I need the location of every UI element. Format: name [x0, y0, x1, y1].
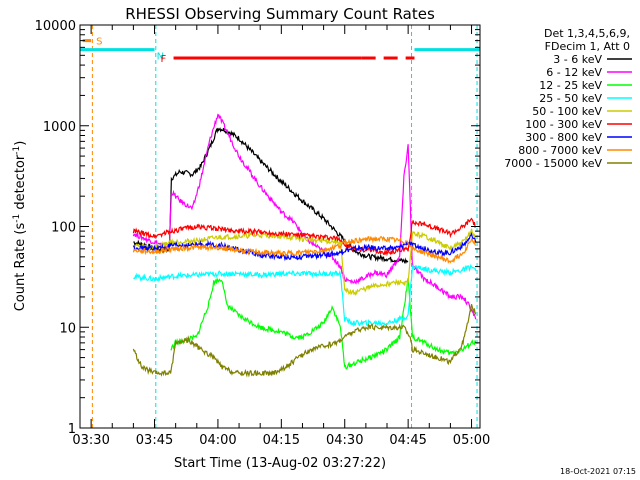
plot-area: S NF — [80, 25, 480, 428]
legend-header-0: Det 1,3,4,5,6,9, — [544, 27, 630, 40]
y-label-end: ) — [13, 141, 28, 146]
series-line-2 — [170, 277, 477, 370]
x-tick-label-0: 03:30 — [72, 433, 109, 448]
y-label-sup1: -1 — [12, 214, 22, 223]
series-line-6 — [132, 232, 477, 262]
legend-header-1: FDecim 1, Att 0 — [545, 40, 630, 53]
legend-label-0: 3 - 6 keV — [553, 53, 602, 66]
x-tick-label-1: 03:45 — [136, 433, 173, 448]
x-tick-label-2: 04:00 — [199, 433, 236, 448]
x-tick-label-3: 04:15 — [263, 433, 300, 448]
series-line-1 — [132, 113, 477, 320]
series-line-5 — [132, 217, 477, 257]
chart-title: RHESSI Observing Summary Count Rates — [125, 5, 435, 23]
flag-label-2: F — [161, 54, 167, 65]
y-tick-label-0: 1 — [68, 422, 76, 437]
series-line-7 — [132, 235, 477, 264]
axes: 1 10 100 1000 10000 03:30 03:45 04:00 04:15 04:30… — [35, 19, 491, 448]
x-tick-label-6: 05:00 — [453, 433, 490, 448]
y-label-sup2: -1 — [12, 146, 22, 155]
legend-label-4: 50 - 100 keV — [532, 105, 602, 118]
y-label-main: Count Rate (s — [13, 223, 28, 312]
series-line-8 — [132, 304, 477, 378]
x-tick-label-4: 04:30 — [326, 433, 363, 448]
legend-label-7: 800 - 7000 keV — [518, 144, 602, 157]
legend-label-2: 12 - 25 keV — [539, 79, 602, 92]
y-tick-label-3: 1000 — [43, 120, 76, 135]
plot-frame — [79, 24, 481, 429]
series-line-3 — [133, 263, 477, 328]
legend-label-8: 7000 - 15000 keV — [504, 157, 602, 170]
y-tick-label-2: 100 — [51, 221, 76, 236]
series-line-0 — [133, 127, 409, 265]
x-tick-label-5: 04:45 — [389, 433, 426, 448]
y-label-mid: detector — [13, 154, 28, 214]
flag-label-1: N — [157, 52, 164, 63]
legend-label-6: 300 - 800 keV — [525, 131, 602, 144]
legend-label-5: 100 - 300 keV — [525, 118, 602, 131]
footer-date: 18-Oct-2021 07:15 — [560, 467, 636, 476]
legend-label-3: 25 - 50 keV — [539, 92, 602, 105]
flag-label-0: S — [96, 37, 102, 48]
y-axis-label: Count Rate (s-1 detector-1) — [12, 141, 28, 312]
legend-label-1: 6 - 12 keV — [546, 66, 602, 79]
x-axis-label: Start Time (13-Aug-02 03:27:22) — [174, 456, 386, 471]
y-tick-label-4: 10000 — [35, 19, 76, 34]
y-tick-label-1: 10 — [59, 321, 76, 336]
legend: Det 1,3,4,5,6,9,FDecim 1, Att 03 - 6 keV… — [504, 27, 632, 170]
series-line-4 — [132, 228, 477, 296]
